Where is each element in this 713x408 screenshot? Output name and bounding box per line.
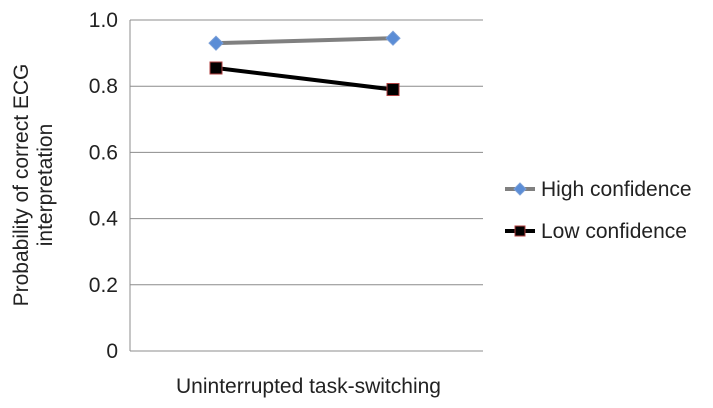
- legend-item-high-confidence: High confidence: [505, 178, 692, 201]
- high-confidence-point: [385, 30, 401, 46]
- low-confidence-point: [386, 83, 400, 97]
- y-axis-title-line: interpretation: [34, 124, 57, 247]
- axis-titles: Uninterrupted task-switching Probability …: [10, 64, 441, 398]
- legend-label: Low confidence: [541, 220, 687, 243]
- y-tick-label: 0.6: [89, 141, 118, 164]
- y-tick-label: 0.2: [89, 274, 118, 297]
- series-line-low-confidence: [215, 66, 394, 92]
- series-line-high-confidence: [215, 36, 394, 46]
- y-tick-label: 0.4: [89, 208, 119, 231]
- high-confidence-point: [208, 35, 224, 51]
- gridlines: [130, 19, 483, 286]
- series: [208, 30, 401, 97]
- y-tick-label: 0.8: [89, 75, 118, 98]
- y-tick-label: 1.0: [89, 9, 118, 32]
- legend-swatch-marker: [513, 182, 527, 196]
- low-confidence-point: [209, 61, 223, 75]
- axes: 0 0.2 0.4 0.6 0.8 1.0: [89, 9, 483, 363]
- legend-swatch-marker: [514, 225, 526, 237]
- y-axis-title-line: Probability of correct ECG: [10, 64, 33, 307]
- y-axis-title: Probability of correct ECGinterpretation: [10, 64, 57, 307]
- legend-label: High confidence: [541, 178, 692, 201]
- legend-item-low-confidence: Low confidence: [505, 220, 687, 243]
- x-axis-title: Uninterrupted task-switching: [176, 375, 441, 398]
- legend: High confidence Low confidence: [505, 178, 692, 243]
- y-tick-label: 0: [106, 340, 118, 363]
